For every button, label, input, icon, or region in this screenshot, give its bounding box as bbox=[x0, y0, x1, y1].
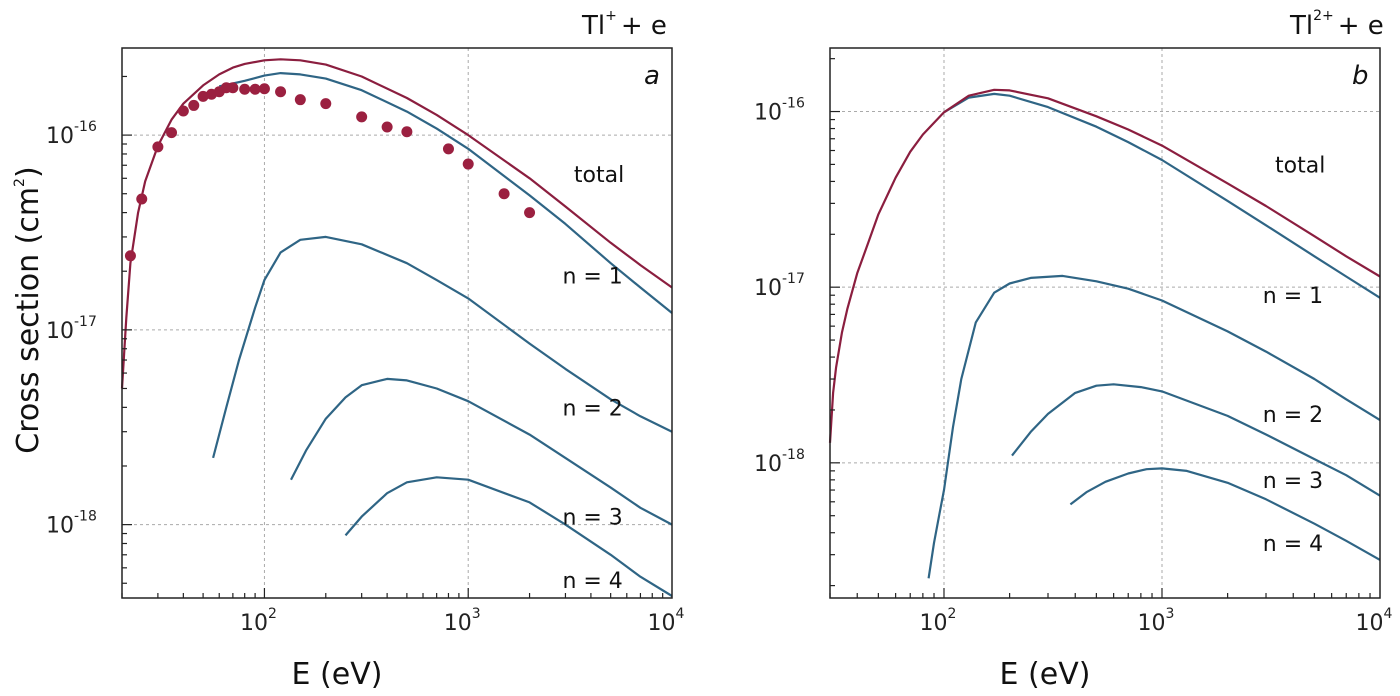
panel-b-title: Tl2+ + e bbox=[1289, 8, 1384, 41]
panel-b-annotation-4: n = 4 bbox=[1263, 532, 1323, 557]
y-axis-label-sup: 2 bbox=[12, 178, 28, 187]
panel-a-series-partial-3 bbox=[290, 377, 673, 526]
panel-b-xlabel: E (eV) bbox=[1000, 657, 1091, 692]
panel-b-title-sup: 2+ bbox=[1313, 8, 1334, 24]
panel-a-title-sup: + bbox=[605, 8, 617, 24]
panel-a-annotations: total n = 1 n = 2 n = 3 n = 4 bbox=[562, 163, 624, 594]
panel-b-annotation-0: total bbox=[1275, 153, 1325, 178]
panel-a-data-point bbox=[227, 82, 239, 94]
panel-b-annotation-3: n = 3 bbox=[1263, 469, 1323, 494]
panel-a-data-point bbox=[239, 83, 251, 95]
panel-b-series-partial-3 bbox=[1011, 383, 1381, 497]
panel-a-data-point bbox=[524, 207, 536, 219]
panel-a-data-point bbox=[188, 99, 200, 111]
panel-a-annotation-1: n = 1 bbox=[562, 265, 622, 290]
panel-a-grid bbox=[122, 48, 672, 598]
panel-a-series-partial-4 bbox=[344, 476, 673, 597]
panel-a-title: Tl+ + e bbox=[581, 8, 667, 41]
panel-a-series-total-0 bbox=[120, 58, 673, 389]
panel-a-data-point bbox=[275, 86, 287, 98]
panel-b-xtick-label-2: 104 bbox=[1356, 606, 1393, 636]
panel-a-chart: 102 103 104 10-18 10-17 10-16 total n = 1 n = 2… bbox=[46, 8, 685, 692]
panel-b-xtick-label-1: 103 bbox=[1138, 606, 1175, 636]
panel-b-series-partial-2 bbox=[927, 274, 1381, 579]
panel-b-ytick-label-0: 10-18 bbox=[754, 447, 805, 477]
panel-b-series bbox=[828, 88, 1381, 579]
panel-b-grid bbox=[830, 48, 1380, 598]
panel-a-letter: a bbox=[644, 61, 660, 91]
panel-a-xlabel: E (eV) bbox=[292, 657, 383, 692]
panel-a-title-rest: + e bbox=[621, 11, 667, 41]
panel-b-ytick-label-2: 10-16 bbox=[754, 96, 805, 126]
panel-a-points bbox=[124, 82, 536, 262]
panel-b-chart: 102 103 104 10-18 10-17 10-16 total n = 1 n = 2… bbox=[754, 8, 1393, 692]
panel-b-annotation-1: n = 1 bbox=[1263, 284, 1323, 309]
panel-a-data-point bbox=[442, 143, 454, 155]
panel-a-data-point bbox=[401, 126, 413, 138]
panel-a-data-point bbox=[166, 127, 178, 139]
panel-a-series-partial-1 bbox=[218, 72, 673, 314]
panel-b-ticks: 102 103 104 10-18 10-17 10-16 bbox=[754, 58, 1393, 636]
panel-a-annotation-0: total bbox=[574, 163, 624, 188]
panel-b-series-total-0 bbox=[828, 88, 1381, 443]
panel-b-xtick-label-0: 102 bbox=[920, 606, 957, 636]
panel-a-data-point bbox=[462, 158, 474, 170]
panel-a-data-point bbox=[136, 193, 148, 205]
panel-a-xtick-label-1: 103 bbox=[444, 606, 481, 636]
panel-a-series-partial-2 bbox=[212, 235, 673, 459]
panel-b-letter: b bbox=[1352, 61, 1369, 91]
panel-a-title-base: Tl bbox=[581, 11, 605, 41]
panel-a-series bbox=[120, 58, 673, 597]
panel-b-annotations: total n = 1 n = 2 n = 3 n = 4 bbox=[1263, 153, 1326, 557]
panel-a-data-point bbox=[177, 105, 189, 117]
panel-a-ytick-label-1: 10-17 bbox=[46, 314, 97, 344]
y-axis-label: Cross section (cm2) bbox=[11, 166, 46, 453]
panel-a-data-point bbox=[197, 90, 209, 102]
panel-b-annotation-2: n = 2 bbox=[1263, 403, 1323, 428]
y-axis-label-main: Cross section (cm bbox=[11, 187, 46, 454]
panel-b-frame bbox=[829, 47, 1381, 599]
panel-a-ticks: 102 103 104 10-18 10-17 10-16 bbox=[46, 75, 685, 636]
panel-a-data-point bbox=[249, 83, 261, 95]
panel-a-xtick-label-2: 104 bbox=[648, 606, 685, 636]
panel-a-xtick-label-0: 102 bbox=[240, 606, 277, 636]
panel-a-data-point bbox=[294, 94, 306, 106]
panel-a-data-point bbox=[498, 188, 510, 200]
panel-a-ytick-label-0: 10-18 bbox=[46, 509, 97, 539]
panel-b-ytick-label-1: 10-17 bbox=[754, 271, 805, 301]
panel-a-data-point bbox=[152, 141, 164, 153]
panel-b-series-partial-1 bbox=[943, 92, 1381, 299]
y-axis-label-close: ) bbox=[11, 166, 46, 178]
panel-a-data-point bbox=[320, 98, 332, 110]
panel-b-series-partial-4 bbox=[1069, 467, 1381, 561]
panel-a-data-point bbox=[356, 111, 368, 123]
panel-a-data-point bbox=[124, 250, 136, 262]
panel-a-data-point bbox=[258, 83, 270, 95]
panel-a-data-point bbox=[381, 121, 393, 133]
panel-a-frame bbox=[121, 47, 673, 599]
panel-b-title-rest: + e bbox=[1338, 11, 1384, 41]
panel-b-title-base: Tl bbox=[1289, 11, 1313, 41]
panel-a-annotation-2: n = 2 bbox=[562, 396, 622, 421]
panel-a-annotation-3: n = 3 bbox=[562, 506, 622, 531]
panel-a-annotation-4: n = 4 bbox=[562, 569, 622, 594]
panel-a-ytick-label-2: 10-16 bbox=[46, 119, 97, 149]
